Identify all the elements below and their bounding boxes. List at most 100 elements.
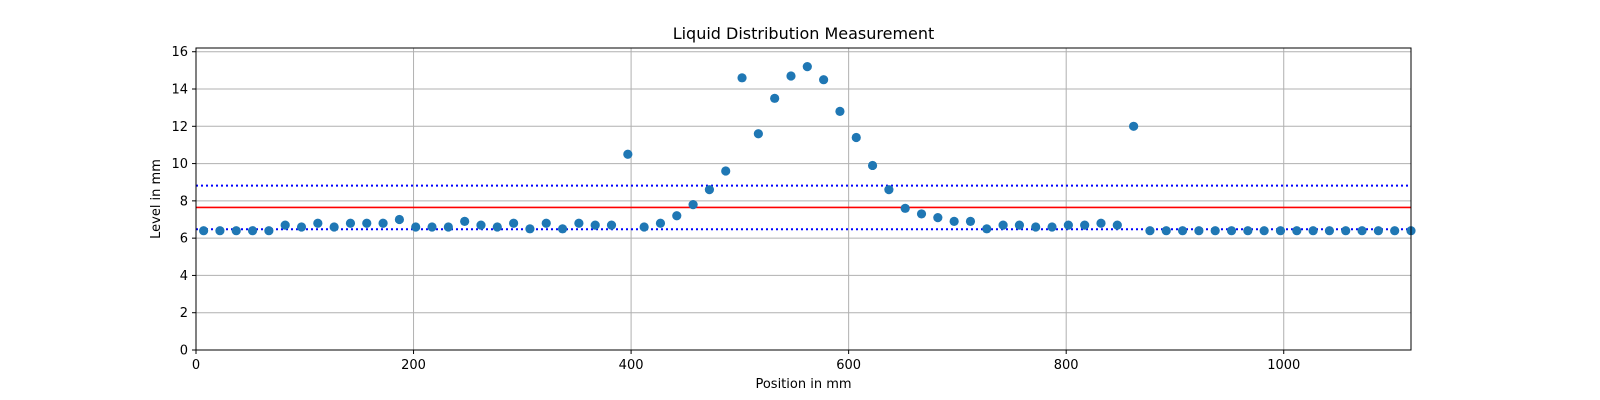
y-tick-label: 12	[171, 120, 188, 135]
data-point	[492, 222, 502, 232]
data-point	[509, 218, 519, 228]
data-point	[688, 199, 698, 210]
y-axis-title: Level in mm	[149, 159, 164, 239]
x-tick-label: 200	[401, 358, 426, 373]
data-point	[1145, 226, 1155, 236]
data-point	[1373, 226, 1383, 236]
data-point	[1031, 222, 1041, 232]
data-point	[835, 106, 845, 116]
y-tick-label: 14	[171, 83, 188, 98]
data-point	[1292, 226, 1302, 236]
y-tick-label: 8	[180, 194, 188, 209]
x-tick-label: 0	[192, 358, 200, 373]
data-point	[753, 129, 763, 139]
reference-lines	[196, 184, 1411, 231]
data-point	[1112, 220, 1122, 230]
data-point	[623, 149, 633, 159]
data-point	[574, 218, 584, 228]
data-point	[199, 226, 209, 236]
data-point	[900, 203, 910, 213]
data-point	[1177, 226, 1188, 236]
data-point	[1210, 226, 1220, 236]
data-point	[933, 213, 943, 223]
data-point	[1014, 220, 1025, 230]
data-point	[411, 222, 421, 232]
data-point	[557, 224, 568, 234]
y-axis-ticks: 0 2 4 6 8 10 12 14 16	[171, 45, 196, 359]
data-point	[427, 222, 437, 232]
y-tick-label: 0	[180, 344, 188, 359]
data-point	[1357, 226, 1367, 236]
data-point	[394, 214, 405, 225]
data-point	[590, 220, 600, 230]
data-point	[802, 62, 812, 72]
y-tick-label: 2	[180, 306, 188, 321]
data-point	[1324, 226, 1335, 236]
x-tick-label: 600	[836, 358, 861, 373]
data-point	[1226, 226, 1237, 236]
data-point	[247, 226, 258, 236]
data-point	[704, 185, 715, 195]
data-point	[1161, 226, 1171, 236]
data-point	[313, 218, 323, 228]
data-point	[476, 220, 486, 230]
data-point	[949, 216, 959, 226]
chart-title: Liquid Distribution Measurement	[673, 24, 935, 43]
data-point	[215, 226, 225, 236]
data-point	[672, 211, 682, 221]
data-point	[737, 73, 747, 83]
y-tick-label: 6	[180, 232, 188, 247]
data-point	[916, 209, 927, 219]
x-axis-ticks: 0 200 400 600 800 1000	[192, 350, 1300, 373]
data-point	[851, 132, 861, 143]
data-point	[770, 93, 780, 103]
data-point	[280, 220, 290, 230]
y-tick-label: 4	[180, 269, 188, 284]
x-axis-title: Position in mm	[755, 377, 851, 392]
data-point	[296, 222, 307, 232]
data-point	[606, 220, 617, 230]
data-point	[362, 218, 372, 228]
data-point	[541, 218, 551, 228]
plot-frame	[195, 47, 1412, 351]
x-tick-label: 1000	[1267, 358, 1300, 373]
data-point	[819, 75, 829, 85]
data-point	[1243, 226, 1253, 236]
y-tick-label: 16	[171, 45, 188, 60]
data-point	[867, 160, 878, 171]
data-point	[443, 222, 453, 232]
x-tick-label: 800	[1054, 358, 1079, 373]
data-point	[1275, 226, 1286, 236]
data-point	[639, 222, 649, 232]
data-point	[1341, 226, 1351, 236]
data-point	[1390, 226, 1400, 236]
grid-lines	[195, 48, 1411, 351]
data-point	[345, 218, 356, 228]
data-point	[965, 216, 976, 226]
data-point	[721, 166, 731, 176]
data-point	[982, 224, 992, 234]
data-point	[1080, 220, 1090, 230]
data-point	[264, 226, 274, 236]
data-point	[1063, 220, 1073, 230]
data-point	[655, 218, 666, 228]
data-point	[1047, 222, 1057, 232]
data-point	[884, 185, 894, 195]
data-point	[1259, 226, 1269, 236]
data-point	[786, 71, 796, 81]
data-point	[1129, 121, 1139, 131]
data-point	[460, 216, 470, 226]
y-tick-label: 10	[171, 157, 188, 172]
data-point	[1096, 218, 1106, 228]
data-point	[231, 226, 241, 236]
data-point	[329, 222, 339, 232]
x-tick-label: 400	[619, 358, 644, 373]
data-point	[378, 218, 388, 228]
data-point	[525, 224, 535, 234]
data-point	[1194, 226, 1204, 236]
data-point	[998, 220, 1008, 230]
data-points	[199, 62, 1416, 236]
data-point	[1308, 226, 1318, 236]
